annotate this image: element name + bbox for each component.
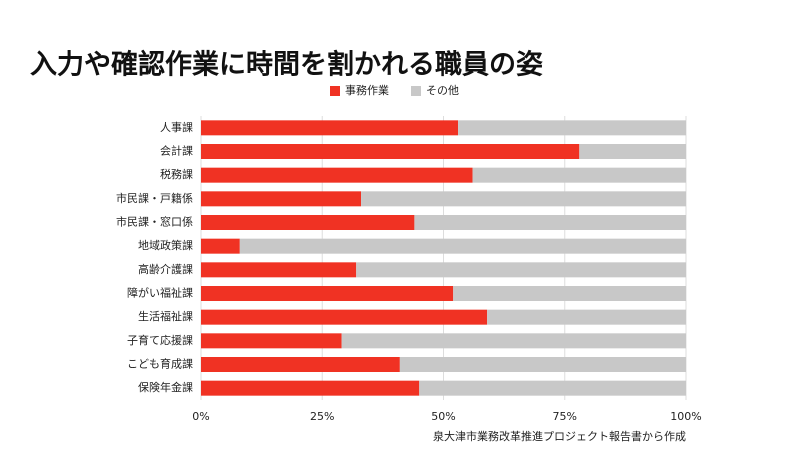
y-tick-label: こども育成課 [127,357,193,371]
bar-segment [201,262,357,278]
bar-segment [458,120,686,136]
legend-swatch [411,86,421,96]
bar-segment [201,120,459,136]
x-tick-label: 0% [192,410,209,423]
bar-segment [239,238,687,254]
y-tick-label: 生活福祉課 [138,309,193,323]
bar-segment [341,333,686,349]
bar-segment [399,357,686,372]
x-tick-label: 25% [310,410,334,423]
chart-title: 入力や確認作業に時間を割かれる職員の姿 [30,49,543,81]
y-tick-label: 保険年金課 [138,380,193,394]
bar-segment [201,167,473,183]
bar-segment [356,262,686,278]
bar-segment [414,215,686,230]
bar-segment [201,144,580,159]
y-tick-label: 税務課 [160,167,193,181]
bar-segment [201,286,454,301]
y-tick-label: 子育て応援課 [127,333,193,347]
y-tick-label: 地域政策課 [138,238,193,252]
bar-segment [453,286,686,301]
bar-segment [201,380,420,396]
y-tick-label: 高齢介護課 [138,262,193,276]
bar-segment [201,357,400,372]
legend-label: 事務作業 [345,83,389,97]
x-tick-label: 50% [431,410,455,423]
bar-segment [201,309,488,325]
bar-segment [361,191,686,207]
y-tick-label: 会計課 [160,144,193,158]
x-tick-label: 100% [670,410,701,423]
y-tick-label: 市民課・窓口係 [116,215,193,229]
bar-segment [419,380,686,396]
bar-segment [472,167,686,183]
bar-segment [201,333,342,349]
legend-label: その他 [426,84,459,97]
y-tick-label: 人事課 [160,120,193,134]
bar-segment [579,144,686,159]
source-note: 泉大津市業務改革推進プロジェクト報告書から作成 [433,429,686,443]
x-tick-label: 75% [553,410,577,423]
y-tick-label: 障がい福祉課 [127,286,193,300]
bar-segment [201,238,240,254]
y-tick-label: 市民課・戸籍係 [116,191,193,205]
bar-segment [201,191,362,207]
bar-segment [487,309,686,325]
bar-segment [201,215,415,230]
legend-swatch [330,86,340,96]
